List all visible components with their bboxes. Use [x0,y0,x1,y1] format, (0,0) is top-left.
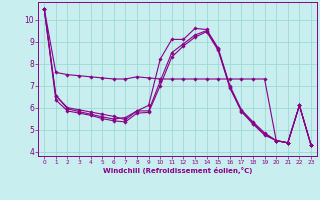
X-axis label: Windchill (Refroidissement éolien,°C): Windchill (Refroidissement éolien,°C) [103,167,252,174]
